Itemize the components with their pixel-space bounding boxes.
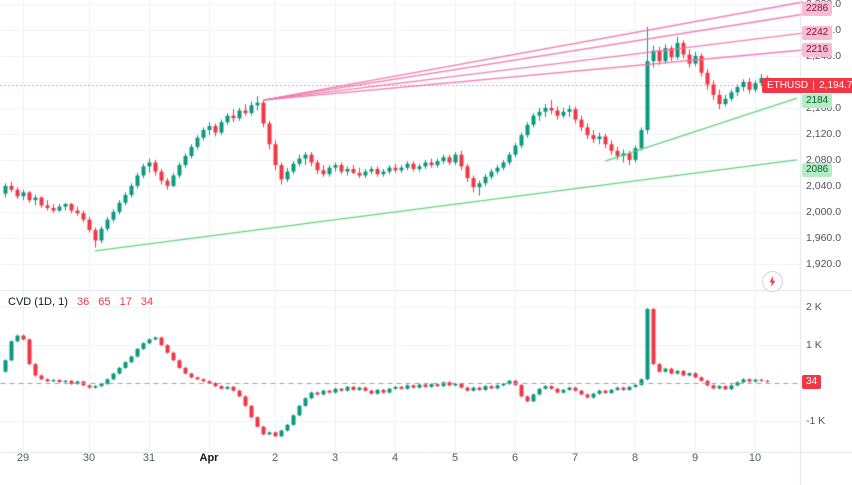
price-tick-label: 1,960.0	[806, 231, 842, 244]
time-tick-label[interactable]: 2	[271, 452, 279, 464]
time-tick-label[interactable]: 5	[451, 452, 459, 464]
price-axis[interactable]: 2,320.02,280.02,240.02,160.02,120.02,080…	[800, 0, 852, 452]
price-tick-label: 2,000.0	[806, 205, 842, 218]
cvd-tick-label: 2 K	[806, 301, 822, 314]
time-tick-label[interactable]: 8	[631, 452, 639, 464]
price-line-badge: 2184	[802, 94, 833, 108]
time-tick-label[interactable]: 30	[82, 452, 96, 464]
cvd-close-value: 34	[140, 296, 154, 308]
time-tick-label[interactable]: 10	[748, 452, 762, 464]
cvd-legend[interactable]: CVD (1D, 1) 36 65 17 34	[8, 296, 153, 308]
lightning-bolt-icon	[769, 276, 776, 287]
cvd-low-value: 17	[119, 296, 132, 308]
current-price-value: 2,194.7	[819, 80, 852, 91]
time-axis[interactable]: 29 30 31 Apr 2 3 4 5 6 7 8 9 10	[0, 452, 852, 485]
price-tick-label: 2,080.0	[806, 153, 842, 166]
time-tick-label[interactable]: 3	[331, 452, 339, 464]
cvd-tick-label: -1 K	[806, 415, 826, 428]
current-price-badge: ETHUSD 2,194.7	[762, 78, 852, 93]
price-tick-label: 2,120.0	[806, 127, 842, 140]
time-tick-label[interactable]: 7	[571, 452, 579, 464]
badge-divider	[813, 81, 815, 90]
time-tick-label[interactable]: 29	[16, 452, 30, 464]
price-line-badge: 2216	[802, 43, 833, 57]
flash-icon[interactable]	[762, 271, 783, 292]
cvd-high-value: 65	[98, 296, 111, 308]
cvd-legend-title: CVD (1D, 1)	[8, 296, 68, 308]
cvd-open-value: 36	[76, 296, 90, 308]
symbol-label: ETHUSD	[767, 80, 809, 91]
cvd-value-badge: 34	[802, 374, 822, 389]
price-tick-label: 2,040.0	[806, 179, 842, 192]
time-tick-label[interactable]: 4	[391, 452, 399, 464]
cvd-tick-label: 1 K	[806, 339, 822, 352]
price-line-badge: 2086	[802, 163, 833, 177]
time-tick-label[interactable]: 6	[511, 452, 519, 464]
time-tick-label[interactable]: 9	[691, 452, 699, 464]
price-tick-label: 1,920.0	[806, 257, 842, 270]
time-tick-label[interactable]: 31	[142, 452, 156, 464]
time-tick-label[interactable]: Apr	[199, 452, 219, 464]
price-line-badge: 2242	[802, 26, 833, 40]
price-line-badge: 2286	[802, 2, 833, 16]
